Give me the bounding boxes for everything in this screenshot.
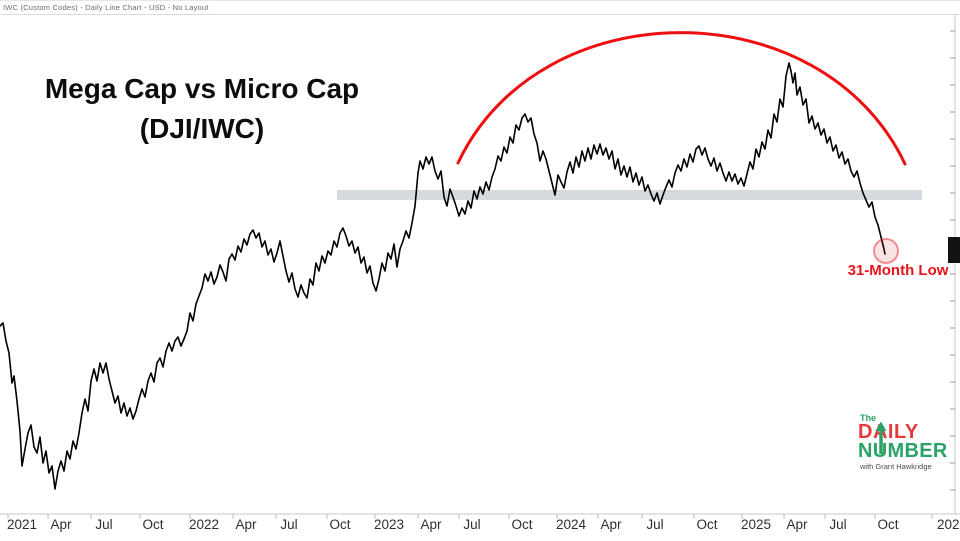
x-axis-label: Apr: [235, 517, 257, 532]
chart-title-line1: Mega Cap vs Micro Cap: [44, 73, 360, 104]
price-line: [0, 62, 886, 490]
header-divider: [0, 14, 960, 15]
x-axis-label: Apr: [420, 517, 442, 532]
x-axis-label: Oct: [696, 517, 718, 532]
x-axis-ticks: [7, 514, 933, 519]
logo-tagline: with Grant Hawkridge: [860, 462, 932, 471]
last-price-tag: [948, 237, 960, 263]
x-axis-label: Oct: [329, 517, 351, 532]
logo-number: NUMBER: [858, 440, 948, 462]
x-axis-label: Apr: [50, 517, 72, 532]
x-axis-label: Oct: [511, 517, 533, 532]
low-annotation-label: 31-Month Low: [847, 262, 949, 279]
chart-title: Mega Cap vs Micro Cap (DJI/IWC): [28, 69, 376, 149]
chart-header-text: IWC (Custom Codes) - Daily Line Chart - …: [3, 3, 209, 12]
rounding-top-arc-annotation: [456, 31, 907, 166]
x-axis-label: 2021: [6, 517, 38, 532]
x-axis-label: 2025: [740, 517, 772, 532]
x-axis[interactable]: 2021 Apr Jul Oct 2022 Apr Jul Oct 2023 Apr Jul Oct 2…: [0, 517, 960, 541]
x-axis-label: 2022: [188, 517, 220, 532]
logo-daily: DAILY: [858, 421, 919, 443]
x-axis-label: Oct: [877, 517, 899, 532]
low-highlight-circle: [873, 238, 899, 264]
support-resistance-band: [337, 190, 922, 200]
x-axis-label: Jul: [280, 517, 298, 532]
logo-the: The: [860, 413, 877, 423]
x-axis-label: Oct: [142, 517, 164, 532]
chart-title-line2: (DJI/IWC): [139, 113, 265, 144]
x-axis-label: Apr: [600, 517, 622, 532]
x-axis-label: Jul: [646, 517, 664, 532]
x-axis-label: Apr: [786, 517, 808, 532]
x-axis-label: Jul: [463, 517, 481, 532]
x-axis-label: Jul: [829, 517, 847, 532]
x-axis-label: Jul: [95, 517, 113, 532]
x-axis-label: 2024: [555, 517, 587, 532]
x-axis-label: 2026: [936, 517, 960, 532]
x-axis-label: 2023: [373, 517, 405, 532]
daily-number-logo: The DAILY NUMBER with Grant Hawkridge: [858, 413, 960, 471]
